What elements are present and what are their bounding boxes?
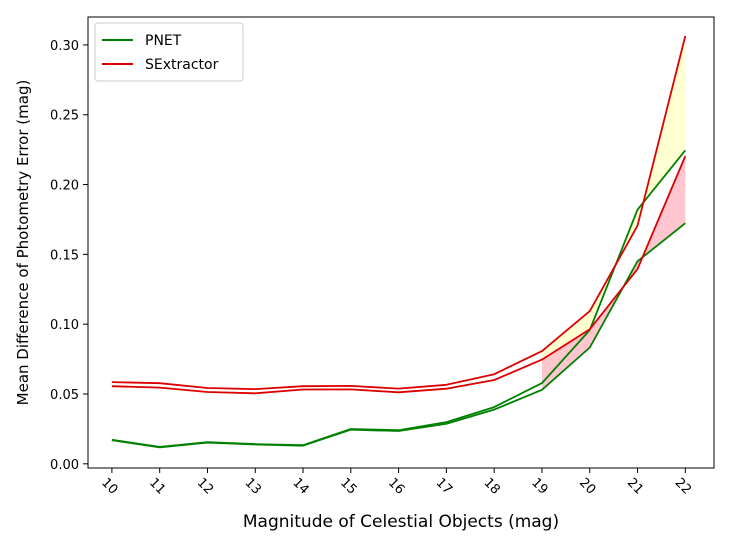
y-tick-label: 0.10 <box>50 318 79 333</box>
series-line-pnet-lower <box>111 222 686 449</box>
x-tick-label: 16 <box>385 475 407 497</box>
y-tick-label: 0.30 <box>50 39 79 54</box>
legend: PNET SExtractor <box>94 22 244 82</box>
series-line-sextractor-upper <box>111 35 687 391</box>
legend-label-sextractor: SExtractor <box>145 57 219 73</box>
x-tick-label: 15 <box>337 475 359 497</box>
y-tick-label: 0.05 <box>50 388 79 403</box>
y-tick-label: 0.00 <box>50 458 79 473</box>
legend-label-pnet: PNET <box>145 33 182 49</box>
series-line-sextractor-lower <box>111 155 687 395</box>
y-axis-title: Mean Difference of Photometry Error (mag… <box>14 80 32 406</box>
y-tick-label: 0.25 <box>50 109 79 124</box>
y-tick-label: 0.20 <box>50 179 79 194</box>
x-tick-label: 14 <box>289 475 311 497</box>
y-axis: 0.00 0.05 0.10 0.15 0.20 0.25 0.30 <box>50 39 88 473</box>
fill-region-1 <box>542 156 686 390</box>
x-tick-label: 13 <box>242 475 264 497</box>
fill-regions <box>542 36 686 390</box>
fill-region-0 <box>542 36 686 384</box>
x-tick-label: 19 <box>528 475 550 497</box>
x-tick-label: 18 <box>481 475 503 497</box>
x-tick-label: 12 <box>194 475 216 497</box>
x-tick-label: 17 <box>433 475 455 497</box>
legend-box <box>94 22 244 82</box>
series-lines <box>111 35 687 449</box>
plot-frame <box>87 16 715 469</box>
y-tick-label: 0.15 <box>50 248 79 263</box>
x-tick-label: 21 <box>624 475 646 497</box>
x-tick-label: 11 <box>146 475 168 497</box>
x-axis: 10 11 12 13 14 15 16 17 18 19 20 21 22 <box>98 468 694 498</box>
x-axis-title: Magnitude of Celestial Objects (mag) <box>243 512 559 532</box>
x-tick-label: 22 <box>672 475 694 497</box>
x-tick-label: 10 <box>98 475 120 497</box>
x-tick-label: 20 <box>576 475 598 497</box>
